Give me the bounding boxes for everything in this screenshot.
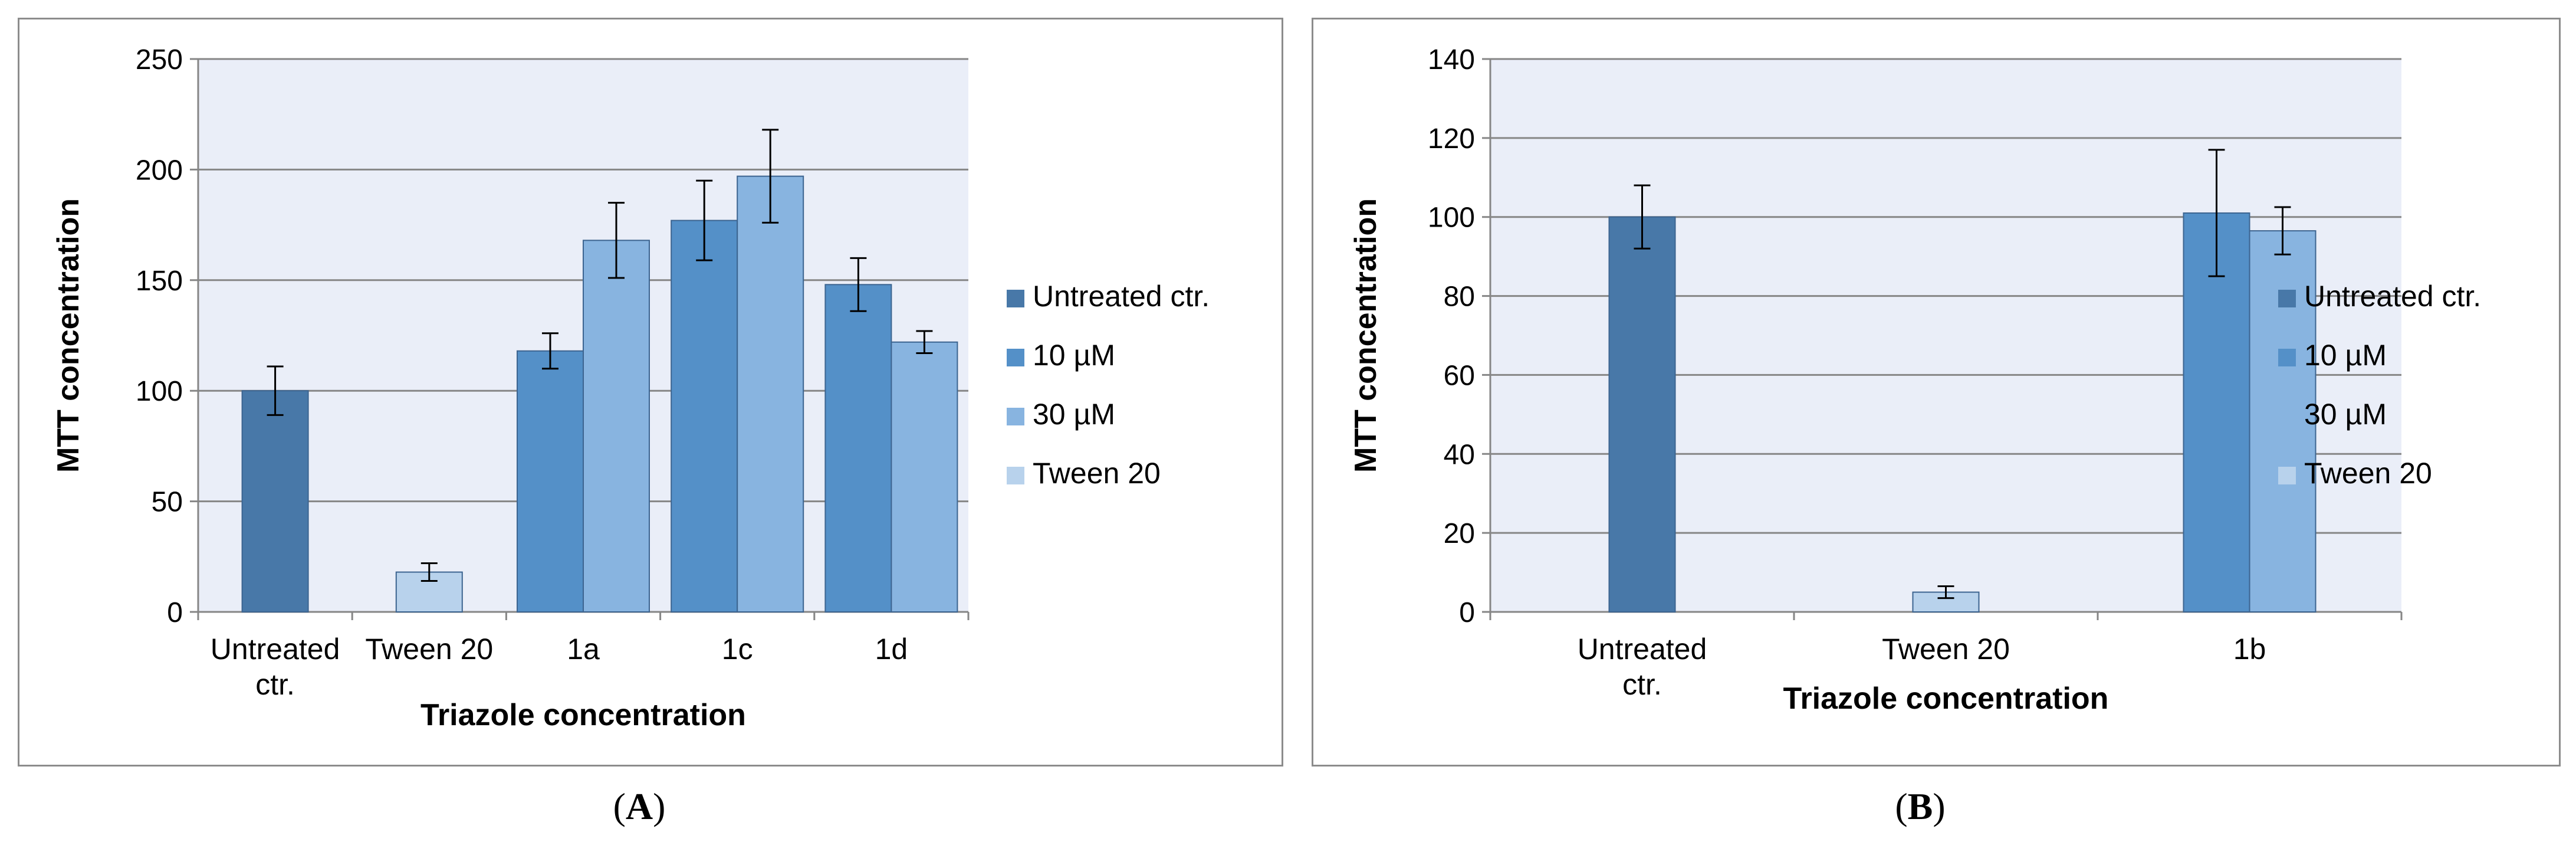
bar-a-1-3 xyxy=(395,571,463,613)
chart-b: 0 20 40 60 80 100 120 140 Untreated ctr. Tween 20 1… xyxy=(1349,44,2481,716)
x-tick-label-line-b-0-1: ctr. xyxy=(1622,668,1662,701)
y-tick-label-a-0: 0 xyxy=(167,597,183,628)
y-tick-label-a-1: 50 xyxy=(152,487,183,518)
legend-label-b-3: Tween 20 xyxy=(2304,457,2432,490)
legend-label-b-2: 30 µM xyxy=(2304,398,2387,431)
caption-b-letter: B xyxy=(1907,785,1933,827)
caption-b: (B) xyxy=(1802,785,2038,828)
x-tick-label-line-a-3-0: 1c xyxy=(722,633,753,666)
legend-swatch-b-0 xyxy=(2278,290,2296,307)
bar-a-4-1 xyxy=(824,284,892,612)
y-axis-title-a: MTT concentration xyxy=(51,198,86,473)
caption-b-close: ) xyxy=(1933,785,1946,827)
x-axis-title-b: Triazole concentration xyxy=(1783,682,2109,716)
legend-swatch-b-3 xyxy=(2278,467,2296,484)
bar-b-0-0 xyxy=(1608,216,1676,612)
x-tick-label-line-a-0-0: Untreated xyxy=(211,633,340,666)
legend-swatch-a-3 xyxy=(1007,467,1024,484)
y-tick-label-b-1: 20 xyxy=(1444,518,1475,549)
x-tick-label-a-0: Untreated ctr. xyxy=(211,633,340,701)
legend-swatch-b-2 xyxy=(2278,408,2296,425)
y-tick-label-a-2: 100 xyxy=(136,376,183,407)
legend-label-a-2: 30 µM xyxy=(1033,398,1115,431)
bar-a-0-0 xyxy=(241,390,309,612)
x-tick-label-line-a-1-0: Tween 20 xyxy=(365,633,493,666)
legend-swatch-a-0 xyxy=(1007,290,1024,307)
x-tick-label-line-a-4-0: 1d xyxy=(875,633,908,666)
caption-a-open: ( xyxy=(613,785,626,827)
bar-a-2-1 xyxy=(517,350,584,613)
caption-a-letter: A xyxy=(625,785,653,827)
y-tick-label-b-6: 120 xyxy=(1428,123,1475,155)
y-tick-label-a-5: 250 xyxy=(136,44,183,76)
y-tick-label-b-2: 40 xyxy=(1444,439,1475,470)
y-tick-label-a-3: 150 xyxy=(136,266,183,297)
x-tick-label-a-1: Tween 20 xyxy=(365,633,493,666)
y-tick-label-b-4: 80 xyxy=(1444,281,1475,313)
x-tick-label-a-4: 1d xyxy=(875,633,908,666)
bar-a-3-1 xyxy=(671,220,738,612)
legend-swatch-a-1 xyxy=(1007,349,1024,366)
chart-panel-a: 0 50 100 150 200 250 Untreated ctr. Tween 20 1a 1c… xyxy=(18,18,1283,767)
bar-b-2-1 xyxy=(2183,212,2250,612)
x-tick-label-b-1: Tween 20 xyxy=(1882,633,2010,666)
legend-label-a-1: 10 µM xyxy=(1033,339,1115,372)
chart-a: 0 50 100 150 200 250 Untreated ctr. Tween 20 1a 1c… xyxy=(51,44,1210,732)
caption-a: (A) xyxy=(521,785,757,828)
y-tick-label-b-0: 0 xyxy=(1459,597,1475,628)
legend-label-b-0: Untreated ctr. xyxy=(2304,280,2481,313)
x-axis-title-a: Triazole concentration xyxy=(420,698,746,732)
bar-a-2-2 xyxy=(583,240,650,612)
y-tick-label-b-7: 140 xyxy=(1428,44,1475,76)
chart-panel-b: 0 20 40 60 80 100 120 140 Untreated ctr. Tween 20 1… xyxy=(1312,18,2561,767)
y-tick-label-b-3: 60 xyxy=(1444,360,1475,391)
caption-b-open: ( xyxy=(1895,785,1908,827)
bar-a-3-2 xyxy=(737,175,804,613)
x-tick-label-line-b-0-0: Untreated xyxy=(1578,633,1707,666)
x-tick-label-a-2: 1a xyxy=(567,633,600,666)
x-tick-label-line-a-0-1: ctr. xyxy=(255,668,295,701)
legend-label-a-3: Tween 20 xyxy=(1033,457,1161,490)
legend-label-a-0: Untreated ctr. xyxy=(1033,280,1210,313)
y-tick-label-a-4: 200 xyxy=(136,155,183,186)
x-tick-label-b-0: Untreated ctr. xyxy=(1578,633,1707,701)
x-tick-label-a-3: 1c xyxy=(722,633,753,666)
x-tick-label-line-b-1-0: Tween 20 xyxy=(1882,633,2010,666)
x-tick-label-line-a-2-0: 1a xyxy=(567,633,600,666)
legend-swatch-a-2 xyxy=(1007,408,1024,425)
y-axis-title-b: MTT concentration xyxy=(1349,198,1383,473)
y-tick-label-b-5: 100 xyxy=(1428,202,1475,234)
x-tick-label-b-2: 1b xyxy=(2233,633,2266,666)
x-tick-label-line-b-2-0: 1b xyxy=(2233,633,2266,666)
bar-a-4-2 xyxy=(891,341,958,613)
legend-swatch-b-1 xyxy=(2278,349,2296,366)
legend-label-b-1: 10 µM xyxy=(2304,339,2387,372)
caption-a-close: ) xyxy=(653,785,666,827)
